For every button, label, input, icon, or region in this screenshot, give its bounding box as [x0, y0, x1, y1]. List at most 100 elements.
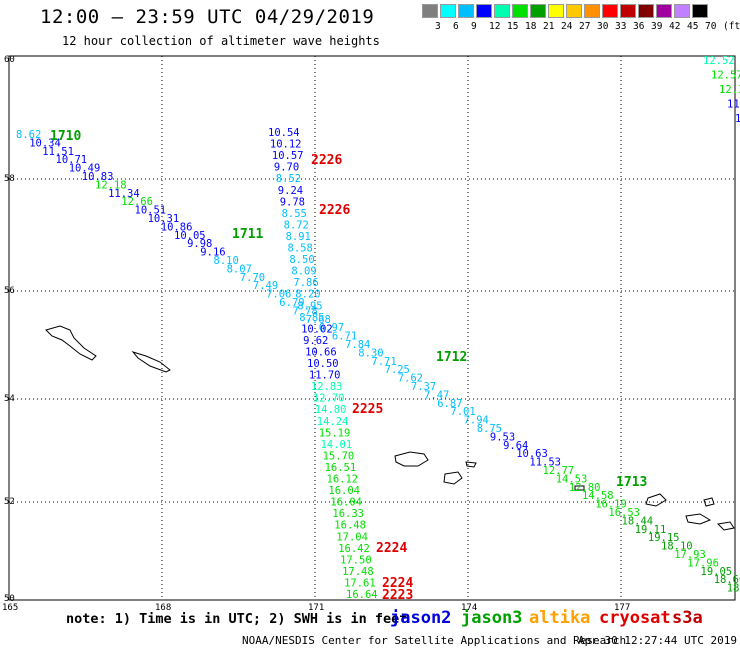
lon-label-168: 168: [155, 603, 171, 613]
wave-height-value: 8.91: [286, 231, 311, 243]
wave-height-value: 14.01: [321, 439, 353, 451]
wave-height-value: 7.68: [306, 314, 331, 326]
wave-height-value: 10.34: [29, 137, 61, 149]
color-swatch: [530, 4, 546, 18]
map-frame: [8, 55, 736, 601]
wave-height-value: 17.61: [344, 578, 376, 590]
wave-height-value: 16.48: [334, 520, 366, 532]
color-swatch: [548, 4, 564, 18]
wave-height-value: 10.83: [82, 171, 114, 183]
wave-height-value: 8.62: [16, 129, 41, 141]
color-scale-label: 3: [435, 21, 441, 32]
wave-height-value: 19.05: [701, 566, 733, 578]
wave-height-value: 9.16: [200, 247, 225, 259]
wave-height-value: 18.50: [727, 583, 740, 595]
wave-height-value: 7.86: [293, 277, 318, 289]
pass-time-label: 1713: [616, 475, 647, 490]
wave-height-value: 1: [735, 113, 740, 125]
lat-label-50: 50: [4, 594, 15, 604]
wave-height-value: 16.51: [325, 462, 357, 474]
island-kiska: [645, 493, 667, 507]
color-scale-label: 70: [705, 21, 717, 32]
wave-height-value: 8.30: [358, 347, 383, 359]
color-scale-label: 27: [579, 21, 591, 32]
wave-height-value: 8.20: [295, 289, 320, 301]
lat-label-60: 60: [4, 55, 15, 65]
pass-time-label: 2224: [376, 541, 407, 556]
wave-height-value: 10.50: [307, 358, 339, 370]
color-swatch: [602, 4, 618, 18]
lon-label-174: 174: [461, 603, 477, 613]
color-scale-label: 24: [561, 21, 573, 32]
color-scale: [422, 4, 710, 18]
island-attu: [394, 451, 429, 467]
wave-height-value: 16.64: [346, 589, 378, 601]
wave-height-value: 10.31: [148, 213, 180, 225]
wave-height-value: 10.49: [69, 163, 101, 175]
color-swatch: [566, 4, 582, 18]
lon-label-165: 165: [2, 603, 18, 613]
pass-time-label: 2223: [382, 588, 413, 603]
pass-time-label: 1712: [436, 350, 467, 365]
wave-height-value: 8.72: [284, 219, 309, 231]
lon-label-171: 171: [308, 603, 324, 613]
lat-label-54: 54: [4, 394, 15, 404]
wave-height-value: 14.80: [315, 404, 347, 416]
wave-height-value: 12.70: [313, 393, 345, 405]
wave-height-value: 17.04: [336, 531, 368, 543]
wave-height-value: 6.87: [437, 398, 462, 410]
page-title: 12:00 – 23:59 UTC 04/29/2019: [40, 6, 375, 28]
wave-height-value: 14.53: [556, 473, 588, 485]
wave-height-value: 14.58: [582, 490, 614, 502]
lat-label-58: 58: [4, 174, 15, 184]
wave-height-value: 9.70: [274, 162, 299, 174]
lat-label-56: 56: [4, 286, 15, 296]
island-small-3: [574, 485, 585, 491]
generation-timestamp: Apr 30 12:27:44 UTC 2019: [578, 634, 737, 647]
color-swatch: [458, 4, 474, 18]
color-scale-label: 42: [669, 21, 681, 32]
lat-grid: [9, 178, 735, 503]
wave-height-value: 9.64: [503, 440, 528, 452]
wave-height-value: 10.12: [270, 139, 302, 151]
wave-height-value: 15.19: [319, 427, 351, 439]
lon-grid: [161, 56, 622, 600]
page-subtitle: 12 hour collection of altimeter wave hei…: [62, 34, 380, 48]
color-scale-label: 15: [507, 21, 519, 32]
wave-height-value: 16.53: [608, 507, 640, 519]
wave-height-value: 7.78: [292, 305, 317, 317]
altimeter-tracks: 8.6210.3411.5110.7110.4910.8312.1811.341…: [16, 55, 740, 603]
wave-height-value: 16.42: [338, 543, 370, 555]
wave-height-value: 18.60: [714, 574, 740, 586]
wave-height-value: 12.66: [121, 196, 153, 208]
legend-altika: altika: [529, 608, 591, 628]
wave-height-value: 10.54: [268, 127, 300, 139]
color-swatch: [584, 4, 600, 18]
wave-height-value: 11.70: [309, 370, 341, 382]
wave-height-value: 7.49: [253, 280, 278, 292]
footer-note: note: 1) Time is in UTC; 2) SWH is in fe…: [66, 611, 408, 627]
island-agattu: [443, 471, 463, 485]
island-small-4: [703, 497, 715, 507]
wave-height-value: 7.47: [424, 389, 449, 401]
color-scale-label: (ft): [723, 21, 740, 32]
wave-height-value: 17.93: [674, 549, 706, 561]
wave-height-value: 11.34: [108, 188, 140, 200]
wave-height-value: 8.50: [289, 254, 314, 266]
wave-height-value: 7.84: [345, 339, 370, 351]
color-scale-label: 12: [489, 21, 501, 32]
wave-height-value: 9.24: [278, 185, 303, 197]
wave-height-value: 10.71: [56, 154, 88, 166]
legend-cryosat: cryosat: [599, 608, 671, 628]
wave-height-value: 19.15: [648, 532, 680, 544]
wave-height-value: 14.24: [317, 416, 349, 428]
lat-label-52: 52: [4, 497, 15, 507]
color-scale-label: 45: [687, 21, 699, 32]
wave-height-value: 10.02: [301, 323, 333, 335]
wave-height-value: 8.95: [297, 300, 322, 312]
color-swatch: [656, 4, 672, 18]
pass-time-label: 1711: [232, 227, 263, 242]
pass-time-label: 2225: [352, 402, 383, 417]
pass-time-label: 1710: [50, 129, 81, 144]
color-scale-label: 6: [453, 21, 459, 32]
